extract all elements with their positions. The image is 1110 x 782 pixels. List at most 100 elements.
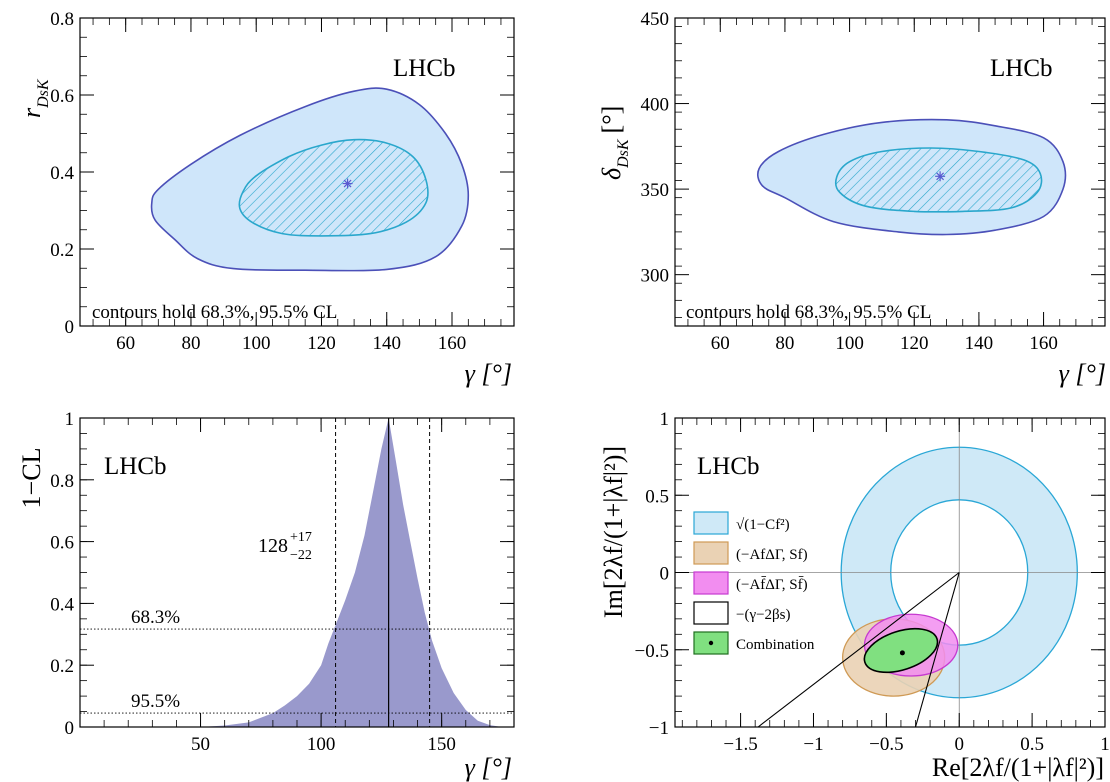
legend-swatch (693, 541, 729, 565)
legend-label: √(1−Cf²) (736, 517, 790, 533)
p3-result-value: 128 (258, 535, 288, 557)
p2-ylabel-main: δ (597, 167, 626, 180)
x-tick-label: 100 (307, 734, 336, 755)
svg-text:δDsK[°]: δDsK [°] (597, 106, 632, 180)
ellipse-combination (863, 627, 939, 674)
p1-cl-note: contours hold 68.3%, 95.5% CL (92, 302, 337, 323)
x-tick-label: 120 (900, 333, 929, 354)
svg-text:rDsK: rDsK (17, 78, 52, 118)
p2-ticks: 60 80 100 120 140 160 300 350 400 450 (641, 9, 1105, 354)
x-tick-label: 60 (711, 333, 730, 354)
y-tick-label: 0 (65, 317, 75, 338)
contour-68 (834, 147, 1043, 213)
p2-y-axis-label: δDsK [°] (597, 106, 632, 180)
x-tick-label: 0 (954, 734, 964, 755)
y-tick-label: 0.5 (645, 486, 669, 507)
legend-point (708, 640, 714, 646)
x-tick-label: 50 (191, 734, 210, 755)
p2-ylabel-sub: DsK (615, 138, 632, 169)
legend-label: (−AfΔΓ, Sf) (736, 547, 808, 563)
best-fit-marker (342, 178, 353, 189)
p2-x-axis-label: γ [°] (1059, 359, 1106, 388)
x-tick-label: 0.5 (1020, 734, 1044, 755)
y-tick-label: 300 (641, 266, 670, 287)
cl-curve-area (200, 418, 502, 727)
y-tick-label: 350 (641, 180, 670, 201)
p2-ylabel-unit: [°] (597, 106, 626, 134)
legend-label: −(γ−2βs) (736, 607, 791, 623)
y-tick-label: 450 (641, 9, 670, 30)
x-tick-label: 150 (427, 734, 456, 755)
p3-result-text: 128 +17 −22 (258, 530, 312, 563)
svg-text:128: 128 (258, 535, 288, 557)
legend-label: (−Af̄ΔΓ, Sf̄) (736, 576, 808, 593)
p3-plot-area: 68.3% 95.5% (80, 418, 514, 727)
y-tick-label: 0.8 (50, 471, 74, 492)
p4-ticks: −1.5 −1 −0.5 0 0.5 1 −1 −0.5 0 0.5 1 (635, 409, 1110, 755)
x-tick-label: −1 (803, 734, 823, 755)
panel-delta-vs-gamma: 60 80 100 120 140 160 300 350 400 450 LHCb contou… (597, 9, 1106, 388)
x-tick-label: 60 (116, 333, 135, 354)
p1-plot-area (150, 87, 470, 272)
p3-result-up: +17 (290, 530, 312, 545)
p1-y-axis-label: rDsK (17, 78, 52, 118)
p3-y-axis-label: 1−CL (17, 448, 46, 509)
panel-r-vs-gamma: 60 80 100 120 140 160 0 0.2 0.4 0.6 0.8 LHCb conto… (17, 9, 515, 388)
p4-x-axis-label: Re[2λf/(1+|λf|²)] (932, 753, 1104, 782)
x-tick-label: 80 (775, 333, 794, 354)
y-tick-label: −0.5 (635, 641, 669, 662)
p1-lhcb-label: LHCb (393, 55, 456, 82)
y-tick-label: 0 (660, 564, 670, 585)
x-tick-label: −1.5 (723, 734, 757, 755)
y-tick-label: 0.4 (50, 594, 74, 615)
panel-complex-plane: −1.5 −1 −0.5 0 0.5 1 −1 −0.5 0 0.5 1 LHCb √(1−Cf²)… (599, 409, 1110, 782)
x-tick-label: 140 (372, 333, 401, 354)
y-tick-label: 0.2 (50, 656, 74, 677)
x-tick-label: 140 (965, 333, 994, 354)
best-fit-marker-stroke (343, 179, 352, 188)
p3-lhcb-label: LHCb (104, 453, 167, 480)
p4-plot-area (675, 418, 1105, 728)
p3-ticks: 50 100 150 0 0.2 0.4 0.6 0.8 1 (50, 409, 514, 755)
p1-ylabel-sub: DsK (35, 78, 52, 109)
y-tick-label: 0.6 (50, 533, 74, 554)
x-tick-label: 1 (1100, 734, 1110, 755)
x-tick-label: 120 (307, 333, 336, 354)
gamma-2beta-line (914, 572, 960, 728)
cl-level-label: 95.5% (131, 691, 180, 712)
p2-cl-note: contours hold 68.3%, 95.5% CL (686, 302, 931, 323)
y-tick-label: 0.2 (50, 240, 74, 261)
y-tick-label: 0.4 (50, 163, 74, 184)
y-tick-label: 1 (65, 409, 75, 430)
p2-lhcb-label: LHCb (990, 55, 1053, 82)
x-tick-label: 160 (438, 333, 467, 354)
panel-1-cl-gamma: 68.3% 95.5% 50 100 150 0 0.2 0.4 0.6 0.8 1 LHCb 1… (17, 409, 515, 782)
p4-y-axis-label: Im[2λf/(1+|λf|²)] (599, 446, 628, 618)
x-tick-label: −0.5 (869, 734, 903, 755)
legend-swatch (693, 601, 729, 625)
best-fit-marker (935, 171, 946, 182)
p1-ticks: 60 80 100 120 140 160 0 0.2 0.4 0.6 0.8 (50, 9, 514, 354)
y-tick-label: 0.6 (50, 86, 74, 107)
p1-ylabel-main: r (17, 107, 46, 118)
p2-plot-area (756, 118, 1067, 236)
p4-lhcb-label: LHCb (697, 453, 760, 480)
y-tick-label: 0.8 (50, 9, 74, 30)
p1-x-axis-label: γ [°] (465, 359, 512, 388)
y-tick-label: 400 (641, 95, 670, 116)
p3-x-axis-label: γ [°] (465, 753, 512, 782)
x-tick-label: 100 (835, 333, 864, 354)
legend-label: Combination (736, 637, 815, 653)
best-fit-marker-stroke (936, 172, 945, 181)
p2-frame (674, 17, 1106, 327)
x-tick-label: 100 (242, 333, 271, 354)
y-tick-label: −1 (649, 718, 669, 739)
x-tick-label: 160 (1029, 333, 1058, 354)
legend-swatch (693, 571, 729, 595)
combination-point (899, 650, 905, 656)
y-tick-label: 0 (65, 718, 75, 739)
contour-68 (238, 138, 429, 237)
gamma-2beta-line (757, 572, 960, 728)
y-tick-label: 1 (660, 409, 670, 430)
